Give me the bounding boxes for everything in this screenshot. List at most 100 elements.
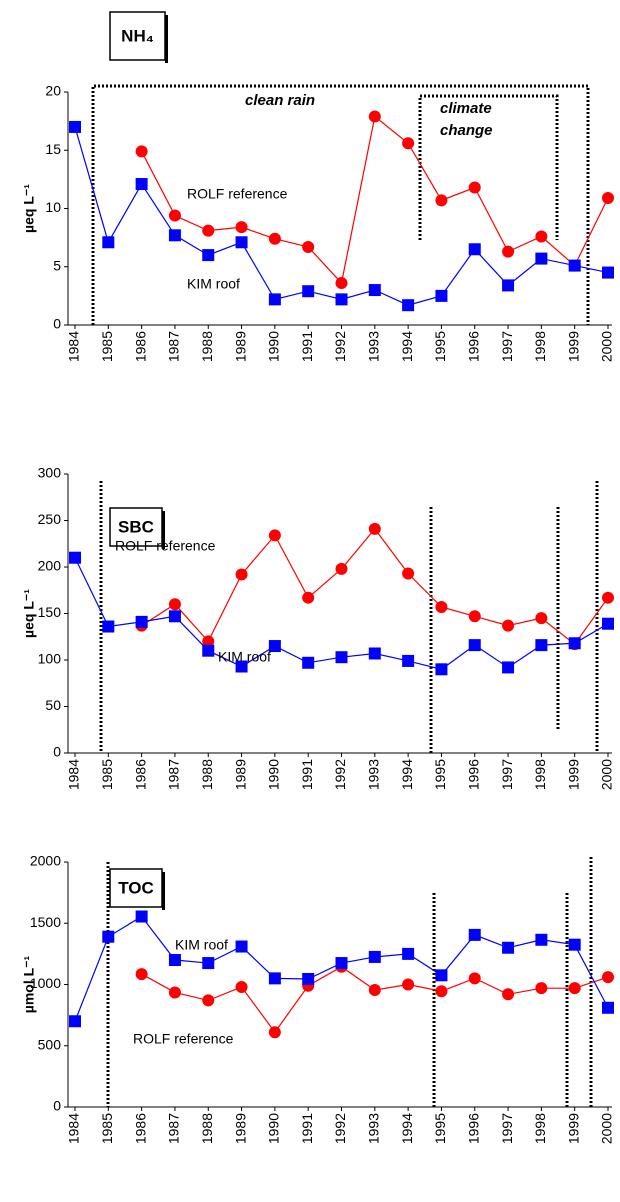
point: [502, 988, 515, 1001]
x-tick-label: 1989: [232, 759, 248, 790]
point: [168, 209, 181, 222]
y-tick-label: 250: [38, 511, 62, 527]
x-tick-label: 1992: [332, 1113, 348, 1144]
series-label: ROLF reference: [133, 1031, 234, 1047]
point: [102, 930, 115, 943]
y-tick-label: 100: [38, 651, 62, 667]
y-tick-label: 0: [53, 744, 61, 760]
chart-title: SBC: [118, 517, 154, 536]
x-tick-label: 1985: [99, 759, 115, 790]
x-tick-label: 1995: [432, 1113, 448, 1144]
y-tick-label: 0: [53, 1098, 61, 1114]
title-box: [109, 868, 163, 908]
point: [302, 591, 315, 604]
y-tick-label: 15: [45, 141, 61, 157]
point: [502, 661, 515, 674]
point: [568, 259, 581, 272]
x-tick-label: 1984: [66, 331, 82, 362]
y-tick-label: 1000: [30, 975, 61, 991]
x-tick-label: 1990: [266, 1113, 282, 1144]
point: [568, 938, 581, 951]
x-tick-label: 1997: [499, 331, 515, 362]
point: [202, 635, 215, 648]
x-tick-label: 1998: [532, 759, 548, 790]
y-tick-label: 150: [38, 604, 62, 620]
point: [435, 969, 448, 982]
point: [335, 651, 348, 664]
point: [335, 293, 348, 306]
point: [368, 950, 381, 963]
point: [302, 240, 315, 253]
x-tick-label: 1989: [232, 1113, 248, 1144]
x-tick-label: 1984: [66, 1113, 82, 1144]
point: [235, 660, 248, 673]
series-label: ROLF reference: [187, 186, 288, 202]
x-tick-label: 1999: [565, 331, 581, 362]
x-tick-label: 1987: [166, 331, 182, 362]
point: [468, 972, 481, 985]
point: [69, 551, 81, 564]
chart-title: NH₄: [121, 26, 154, 45]
point: [535, 982, 548, 995]
x-tick-label: 1998: [532, 1113, 548, 1144]
point: [235, 980, 248, 993]
y-tick-label: 10: [45, 199, 61, 215]
point: [535, 933, 548, 946]
point: [535, 612, 548, 625]
x-tick-label: 1989: [232, 331, 248, 362]
annotation: climate change: [440, 100, 493, 139]
y-axis-label: µeq L⁻¹: [21, 184, 37, 233]
point: [602, 266, 614, 279]
x-tick-label: 1991: [299, 759, 315, 790]
point: [568, 637, 581, 650]
point: [168, 986, 181, 999]
x-tick-label: 1990: [266, 331, 282, 362]
point: [69, 120, 81, 133]
climate-bracket: [418, 94, 559, 240]
series-label: KIM roof: [187, 276, 240, 292]
x-tick-label: 1993: [366, 1113, 382, 1144]
y-tick-label: 200: [38, 558, 62, 574]
point: [202, 994, 215, 1007]
point: [168, 229, 181, 242]
point: [335, 562, 348, 575]
point: [402, 299, 415, 312]
point: [302, 285, 315, 298]
point: [402, 567, 415, 580]
series-label: KIM roof: [218, 649, 271, 665]
point: [602, 617, 614, 630]
x-tick-label: 1991: [299, 1113, 315, 1144]
x-tick-label: 1996: [465, 1113, 481, 1144]
x-tick-label: 1986: [132, 759, 148, 790]
point: [468, 928, 481, 941]
x-tick-label: 1994: [399, 759, 415, 790]
point: [135, 178, 148, 191]
point: [402, 978, 415, 991]
point: [268, 972, 281, 985]
y-tick-label: 50: [45, 697, 61, 713]
point: [69, 1015, 81, 1028]
point: [135, 145, 148, 158]
point: [135, 968, 148, 981]
y-axis-label: µmol L⁻¹: [21, 955, 37, 1013]
point: [268, 529, 281, 542]
point: [102, 236, 115, 249]
point: [302, 972, 315, 985]
y-tick-label: 20: [45, 83, 61, 99]
dividers-sbc: [99, 481, 599, 753]
x-tick-label: 1996: [465, 331, 481, 362]
point: [435, 600, 448, 613]
y-tick-label: 500: [38, 1036, 62, 1052]
y-axis-label: µeq L⁻¹: [21, 589, 37, 638]
point: [368, 110, 381, 123]
point: [335, 957, 348, 970]
point: [502, 279, 515, 292]
point: [235, 568, 248, 581]
point: [268, 293, 281, 306]
point: [402, 654, 415, 667]
x-tick-label: 2000: [599, 759, 615, 790]
y-tick-label: 300: [38, 465, 62, 481]
x-tick-label: 1995: [432, 331, 448, 362]
point: [335, 277, 348, 290]
series-label: ROLF reference: [115, 538, 216, 554]
